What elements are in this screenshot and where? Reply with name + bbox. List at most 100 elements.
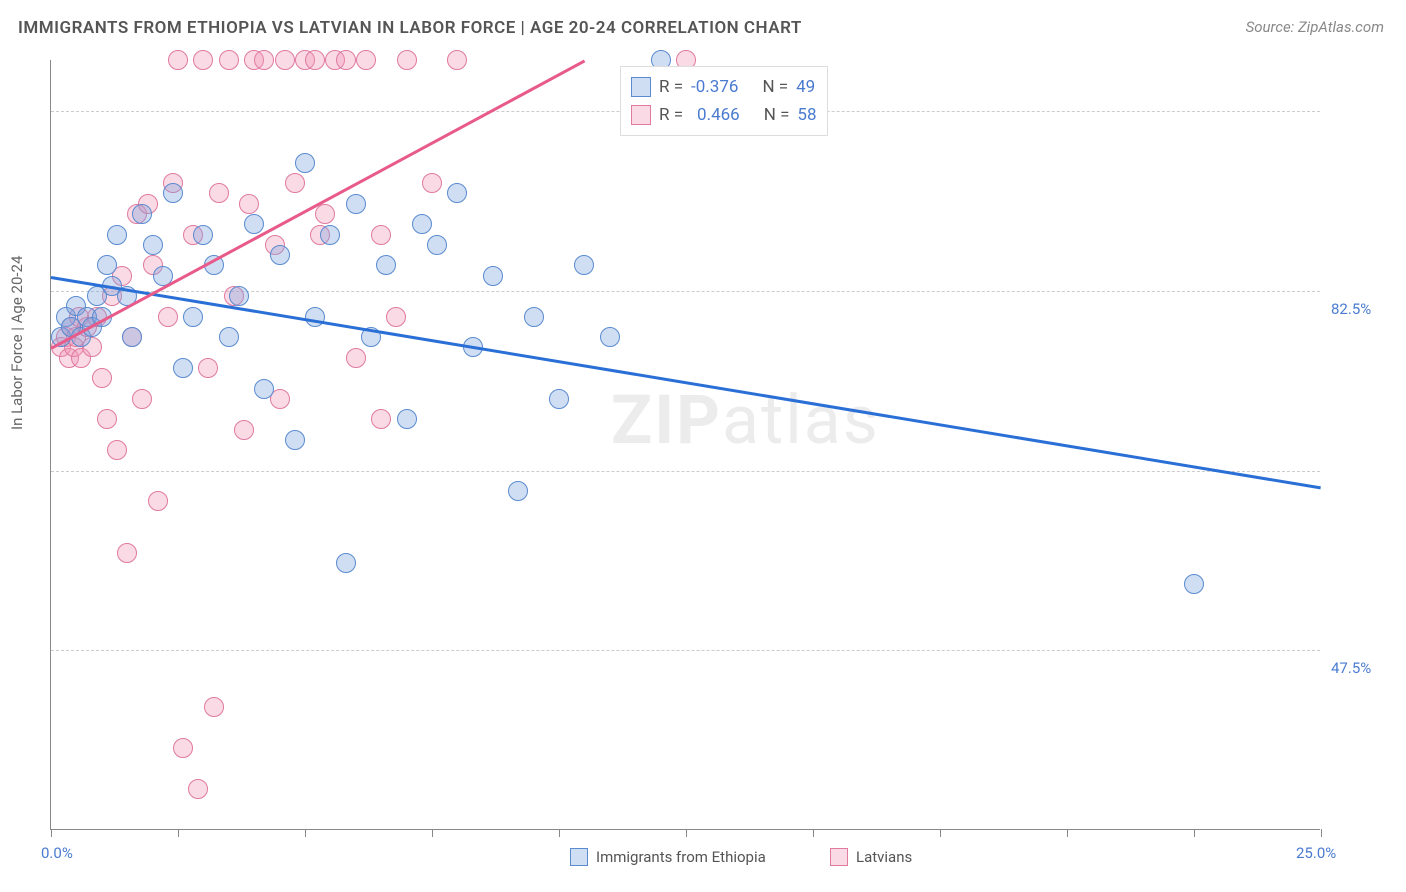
stats-swatch-blue xyxy=(631,77,651,97)
data-point xyxy=(305,307,325,327)
x-tick xyxy=(1321,829,1322,837)
data-point xyxy=(143,235,163,255)
data-point xyxy=(285,430,305,450)
x-tick xyxy=(1194,829,1195,837)
data-point xyxy=(447,183,467,203)
data-point xyxy=(295,153,315,173)
x-tick xyxy=(178,829,179,837)
data-point xyxy=(320,225,340,245)
legend-label-1: Immigrants from Ethiopia xyxy=(596,848,766,866)
data-point xyxy=(163,183,183,203)
data-point xyxy=(371,225,391,245)
data-point xyxy=(173,738,193,758)
n-value-1: 49 xyxy=(796,77,815,97)
data-point xyxy=(219,327,239,347)
correlation-stats-box: R = -0.376 N = 49 R = 0.466 N = 58 xyxy=(620,66,828,136)
gridline xyxy=(51,471,1320,472)
legend-series1: Immigrants from Ethiopia xyxy=(570,848,766,866)
x-tick-label: 0.0% xyxy=(41,844,73,862)
data-point xyxy=(376,255,396,275)
stats-row-series2: R = 0.466 N = 58 xyxy=(631,101,817,129)
legend-swatch-blue xyxy=(570,848,588,866)
data-point xyxy=(173,358,193,378)
data-point xyxy=(193,225,213,245)
x-tick xyxy=(1067,829,1068,837)
n-label: N = xyxy=(764,105,790,125)
data-point xyxy=(483,266,503,286)
data-point xyxy=(600,327,620,347)
data-point xyxy=(97,409,117,429)
data-point xyxy=(229,286,249,306)
data-point xyxy=(412,214,432,234)
data-point xyxy=(336,553,356,573)
x-tick xyxy=(559,829,560,837)
x-tick xyxy=(813,829,814,837)
data-point xyxy=(209,183,229,203)
data-point xyxy=(244,214,264,234)
source-label: Source: ZipAtlas.com xyxy=(1246,18,1384,36)
data-point xyxy=(386,307,406,327)
data-point xyxy=(132,389,152,409)
legend-series2: Latvians xyxy=(830,848,912,866)
data-point xyxy=(356,50,376,70)
data-point xyxy=(397,409,417,429)
data-point xyxy=(447,50,467,70)
data-point xyxy=(275,50,295,70)
data-point xyxy=(193,50,213,70)
chart-container: IMMIGRANTS FROM ETHIOPIA VS LATVIAN IN L… xyxy=(0,0,1406,892)
data-point xyxy=(188,779,208,799)
data-point xyxy=(168,50,188,70)
data-point xyxy=(254,50,274,70)
data-point xyxy=(254,379,274,399)
data-point xyxy=(524,307,544,327)
n-label: N = xyxy=(762,77,788,97)
data-point xyxy=(285,173,305,193)
data-point xyxy=(270,245,290,265)
r-label: R = xyxy=(659,105,683,125)
plot-area: ZIPatlas 47.5%82.5%0.0%25.0% xyxy=(50,60,1320,830)
data-point xyxy=(158,307,178,327)
data-point xyxy=(336,50,356,70)
x-tick xyxy=(686,829,687,837)
data-point xyxy=(198,358,218,378)
y-tick-label: 82.5% xyxy=(1331,300,1371,318)
data-point xyxy=(219,50,239,70)
data-point xyxy=(346,348,366,368)
gridline xyxy=(51,650,1320,651)
data-point xyxy=(107,440,127,460)
data-point xyxy=(549,389,569,409)
x-tick xyxy=(51,829,52,837)
legend-swatch-pink xyxy=(830,848,848,866)
data-point xyxy=(315,204,335,224)
r-label: R = xyxy=(659,77,683,97)
y-tick-label: 47.5% xyxy=(1331,659,1371,677)
trend-line xyxy=(51,276,1321,489)
n-value-2: 58 xyxy=(797,105,816,125)
chart-title: IMMIGRANTS FROM ETHIOPIA VS LATVIAN IN L… xyxy=(18,18,802,38)
data-point xyxy=(97,255,117,275)
data-point xyxy=(117,543,137,563)
data-point xyxy=(371,409,391,429)
data-point xyxy=(305,50,325,70)
data-point xyxy=(397,50,417,70)
x-tick xyxy=(432,829,433,837)
data-point xyxy=(183,307,203,327)
x-tick-label: 25.0% xyxy=(1296,844,1336,862)
data-point xyxy=(427,235,447,255)
r-value-1: -0.376 xyxy=(691,77,738,97)
data-point xyxy=(132,204,152,224)
data-point xyxy=(574,255,594,275)
data-point xyxy=(422,173,442,193)
r-value-2: 0.466 xyxy=(691,105,740,125)
data-point xyxy=(346,194,366,214)
data-point xyxy=(1184,574,1204,594)
data-point xyxy=(107,225,127,245)
legend-label-2: Latvians xyxy=(856,848,912,866)
stats-swatch-pink xyxy=(631,105,651,125)
data-point xyxy=(122,327,142,347)
data-point xyxy=(92,368,112,388)
data-point xyxy=(148,491,168,511)
data-point xyxy=(234,420,254,440)
y-axis-label: In Labor Force | Age 20-24 xyxy=(8,256,26,430)
stats-row-series1: R = -0.376 N = 49 xyxy=(631,73,817,101)
